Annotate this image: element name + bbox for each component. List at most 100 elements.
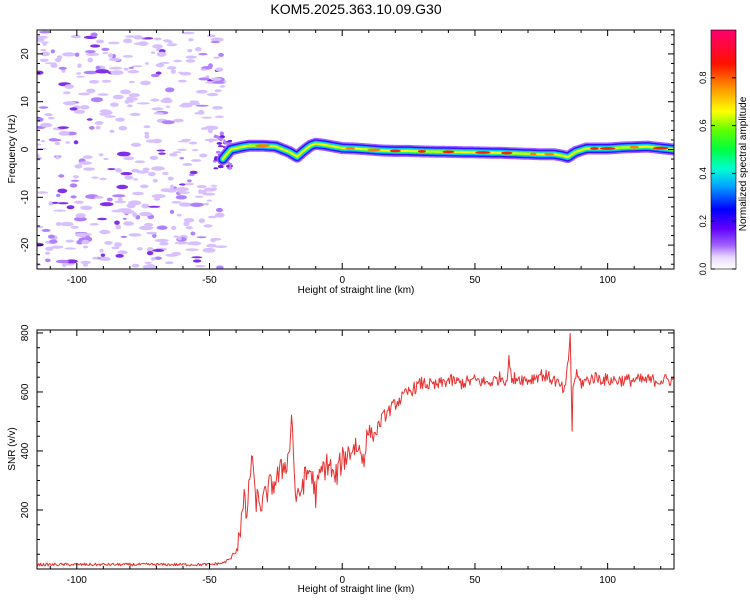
- noise-blob: [215, 67, 224, 72]
- noise-blob: [69, 107, 78, 111]
- trace-hotspot: [529, 152, 537, 156]
- noise-blob: [122, 55, 134, 58]
- noise-blob: [77, 63, 82, 68]
- x-tick-label: 100: [599, 275, 616, 286]
- noise-blob: [208, 215, 217, 219]
- noise-blob: [78, 161, 92, 165]
- noise-blob: [213, 56, 220, 59]
- noise-blob: [89, 80, 100, 84]
- spectrogram-y-ticks: -20 -10 0 10 20: [20, 34, 674, 265]
- spectrogram-x-ticks: -100 -50 0 50 100: [49, 30, 662, 286]
- noise-blob: [189, 100, 200, 103]
- noise-blob: [50, 63, 58, 68]
- noise-blob: [52, 138, 62, 142]
- noise-blob: [57, 188, 68, 194]
- noise-blob: [129, 112, 141, 117]
- noise-blob: [99, 177, 107, 181]
- noise-blob: [212, 81, 225, 84]
- noise-blob: [89, 126, 95, 130]
- noise-blob: [215, 207, 223, 213]
- noise-blob: [48, 234, 55, 239]
- noise-blob: [70, 179, 80, 182]
- noise-blob: [83, 263, 88, 267]
- figure-title: KOM5.2025.363.10.09.G30: [270, 1, 441, 17]
- noise-blob: [100, 253, 106, 257]
- noise-blob: [173, 59, 183, 63]
- noise-blob: [70, 34, 82, 39]
- noise-blob: [131, 263, 140, 268]
- noise-blob: [65, 259, 78, 264]
- noise-blob: [144, 37, 154, 40]
- noise-blob: [167, 176, 174, 181]
- noise-blob: [182, 163, 193, 166]
- noise-blob: [74, 164, 83, 169]
- noise-blob: [143, 125, 151, 129]
- noise-blob: [110, 70, 124, 75]
- noise-blob: [218, 52, 224, 57]
- noise-blob: [175, 195, 187, 200]
- noise-blob: [37, 70, 44, 75]
- noise-blob: [83, 245, 88, 249]
- noise-blob: [52, 201, 59, 204]
- noise-blob: [132, 212, 138, 218]
- noise-blob: [198, 53, 208, 56]
- snr-line: [37, 333, 674, 567]
- noise-blob: [218, 137, 223, 141]
- noise-blob: [165, 261, 174, 265]
- noise-blob: [58, 131, 70, 136]
- noise-blob: [108, 53, 114, 58]
- noise-blob: [126, 104, 133, 108]
- noise-blob: [128, 80, 135, 84]
- noise-blob: [149, 155, 159, 160]
- noise-blobs: [37, 30, 234, 269]
- noise-blob: [128, 93, 140, 98]
- noise-blob: [196, 236, 207, 239]
- noise-blob: [117, 197, 123, 202]
- noise-blob: [62, 263, 67, 268]
- noise-blob: [99, 229, 111, 235]
- noise-blob: [54, 141, 61, 146]
- noise-blob: [188, 173, 195, 176]
- noise-blob: [111, 246, 120, 250]
- noise-blob: [90, 44, 101, 48]
- trace-hotspot: [345, 147, 356, 150]
- noise-blob: [69, 183, 78, 188]
- noise-blob: [179, 157, 184, 160]
- noise-blob: [117, 151, 131, 157]
- snr-line-group: [37, 333, 674, 567]
- noise-blob: [99, 202, 114, 207]
- noise-blob: [55, 259, 70, 264]
- noise-blob: [217, 145, 224, 148]
- x-tick-label: -100: [67, 575, 87, 586]
- noise-blob: [57, 202, 69, 205]
- noise-blob: [213, 135, 220, 139]
- noise-blob: [44, 113, 53, 117]
- noise-blob: [150, 257, 156, 261]
- noise-blob: [185, 55, 197, 59]
- noise-blob: [206, 92, 219, 97]
- noise-blob: [160, 61, 170, 64]
- noise-blob: [160, 188, 172, 193]
- noise-blob: [40, 140, 46, 143]
- noise-blob: [144, 131, 150, 135]
- noise-blob: [136, 247, 143, 251]
- noise-blob: [41, 228, 51, 232]
- noise-blob: [210, 238, 216, 243]
- noise-blob: [201, 116, 213, 119]
- noise-blob: [39, 30, 52, 34]
- noise-blob: [181, 138, 191, 142]
- x-tick-label: -100: [67, 275, 87, 286]
- noise-blob: [120, 235, 128, 238]
- noise-blob: [213, 167, 219, 170]
- noise-blob: [62, 101, 76, 106]
- noise-blob: [120, 89, 131, 95]
- noise-blob: [37, 143, 42, 146]
- noise-blob: [75, 213, 86, 219]
- colorbar-ticks: 0.0 0.2 0.4 0.6 0.8: [698, 72, 736, 275]
- noise-blob: [210, 184, 218, 187]
- noise-blob: [151, 265, 158, 269]
- noise-blob: [226, 164, 231, 168]
- noise-blob: [122, 217, 127, 220]
- noise-blob: [200, 68, 207, 71]
